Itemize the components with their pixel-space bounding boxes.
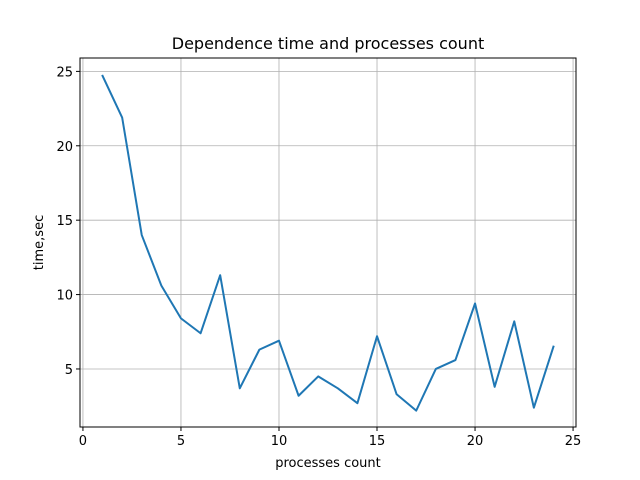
- series-line: [101, 74, 555, 412]
- x-tick-label: 20: [467, 434, 484, 449]
- x-axis: 0 5 10 15 20 25: [79, 427, 582, 449]
- x-tick-label: 10: [271, 434, 288, 449]
- x-axis-label: processes count: [275, 456, 381, 471]
- y-axis-label: time,sec: [32, 215, 47, 270]
- y-tick-label: 10: [56, 289, 73, 304]
- plot-frame: [79, 57, 577, 428]
- y-tick-label: 15: [56, 214, 73, 229]
- y-axis: 5 10 15 20 25: [56, 65, 80, 378]
- x-tick-label: 15: [369, 434, 386, 449]
- y-tick-label: 25: [56, 65, 73, 80]
- x-tick-label: 0: [79, 434, 87, 449]
- chart-title: Dependence time and processes count: [172, 34, 484, 53]
- grid: [80, 58, 576, 427]
- y-tick-label: 20: [56, 140, 73, 155]
- x-tick-label: 25: [565, 434, 582, 449]
- series-layer: [101, 74, 555, 412]
- x-tick-label: 5: [177, 434, 185, 449]
- y-tick-label: 5: [65, 363, 73, 378]
